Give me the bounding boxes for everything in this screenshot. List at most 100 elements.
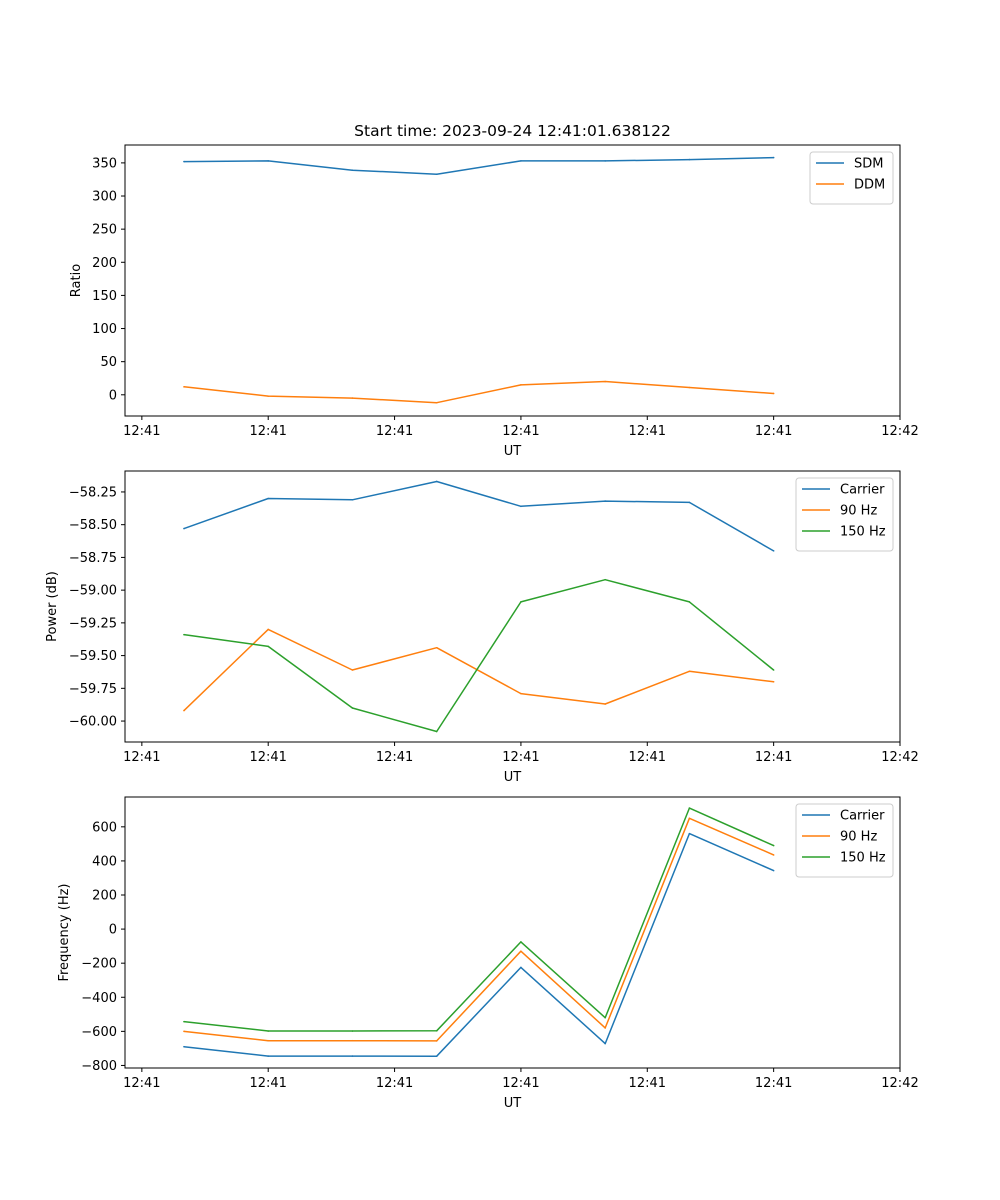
legend-label: SDM (854, 157, 883, 172)
data-point-150-hz (183, 633, 185, 636)
x-tick-label: 12:41 (249, 1076, 286, 1091)
x-tick-label: 12:41 (629, 750, 666, 765)
data-point-90-hz (688, 670, 691, 673)
data-point-90-hz (520, 950, 522, 953)
data-point-150-hz (520, 941, 522, 943)
legend-label: Carrier (840, 483, 885, 498)
y-tick-label: 0 (109, 388, 117, 403)
data-point-ddm (604, 380, 606, 383)
y-tick-label: −400 (81, 991, 117, 1006)
x-axis-label: UT (504, 770, 522, 785)
data-point-sdm (351, 169, 354, 171)
y-tick-label: 50 (100, 355, 117, 370)
data-point-carrier (772, 550, 775, 552)
x-tick-label: 12:41 (755, 750, 792, 765)
series-line-carrier (183, 832, 774, 1057)
y-tick-label: 0 (109, 923, 117, 938)
x-tick-label: 12:41 (249, 750, 286, 765)
y-tick-label: −58.75 (69, 551, 117, 566)
data-point-sdm (520, 160, 522, 162)
data-point-carrier (604, 1042, 606, 1045)
legend-label: 150 Hz (840, 525, 886, 540)
chart-title: Start time: 2023-09-24 12:41:01.638122 (354, 122, 671, 140)
legend (795, 803, 894, 878)
data-point-carrier (267, 1055, 270, 1057)
data-point-90-hz (604, 1027, 606, 1029)
data-point-150-hz (604, 578, 606, 581)
y-tick-label: 100 (92, 322, 117, 337)
data-point-90-hz (183, 709, 185, 712)
x-tick-label: 12:42 (881, 750, 918, 765)
y-axis-label: Frequency (Hz) (57, 883, 72, 981)
y-tick-label: 200 (92, 889, 117, 904)
data-point-150-hz (351, 1030, 354, 1032)
x-tick-label: 12:41 (502, 424, 539, 439)
y-tick-label: −59.00 (69, 584, 117, 599)
data-point-90-hz (267, 1039, 270, 1042)
y-tick-label: −600 (81, 1025, 117, 1040)
x-tick-label: 12:41 (123, 750, 160, 765)
data-point-sdm (688, 158, 691, 161)
chart-panel-2: 12:41 12:41 12:41 12:41 12:41 12:41 12:42 −60.0… (45, 470, 919, 785)
x-tick-label: 12:42 (881, 1076, 918, 1091)
y-tick-label: 400 (92, 854, 117, 869)
data-point-sdm (267, 160, 270, 162)
data-point-carrier (183, 527, 185, 530)
data-point-carrier (520, 505, 522, 508)
data-point-sdm (604, 160, 606, 162)
series-line-carrier (183, 480, 774, 552)
data-point-90-hz (351, 1039, 354, 1042)
series-line-ddm (183, 380, 774, 404)
data-point-90-hz (435, 1040, 438, 1042)
data-point-150-hz (183, 1020, 185, 1023)
series-line-90-hz (183, 628, 774, 712)
x-axis-label: UT (504, 444, 522, 459)
y-tick-label: 600 (92, 820, 117, 835)
x-tick-label: 12:41 (629, 424, 666, 439)
y-axis-label: Ratio (69, 264, 84, 297)
data-point-150-hz (688, 807, 691, 809)
data-point-90-hz (772, 854, 775, 856)
legend-label: DDM (854, 178, 885, 193)
data-point-90-hz (435, 646, 438, 649)
y-tick-label: −59.50 (69, 649, 117, 664)
x-axis-label: UT (504, 1096, 522, 1111)
series-line-150-hz (183, 578, 775, 733)
data-point-90-hz (772, 680, 775, 683)
data-point-carrier (520, 966, 522, 969)
data-point-carrier (351, 499, 354, 501)
y-tick-label: 350 (92, 156, 117, 171)
chart-panel-1: 12:41 12:41 12:41 12:41 12:41 12:41 12:42 0 50 10… (69, 122, 919, 459)
y-tick-label: −60.00 (69, 715, 117, 730)
data-point-sdm (772, 156, 775, 159)
legend-label: 90 Hz (840, 830, 877, 845)
data-point-90-hz (267, 628, 270, 631)
data-point-ddm (435, 401, 438, 404)
y-tick-label: −59.25 (69, 616, 117, 631)
plot-area (124, 144, 901, 417)
y-tick-label: 150 (92, 289, 117, 304)
y-axis-label: Power (dB) (45, 571, 60, 642)
data-point-carrier (435, 1055, 438, 1058)
data-point-carrier (772, 869, 775, 872)
data-point-90-hz (351, 669, 354, 671)
data-point-carrier (267, 497, 270, 500)
data-point-ddm (520, 384, 522, 386)
legend-label: 150 Hz (840, 851, 886, 866)
y-tick-label: 250 (92, 223, 117, 238)
legend-label: Carrier (840, 809, 885, 824)
data-point-ddm (772, 392, 775, 395)
legend (795, 477, 894, 552)
plot-area (124, 470, 901, 743)
data-point-carrier (183, 1045, 185, 1048)
x-tick-label: 12:41 (376, 1076, 413, 1091)
x-tick-label: 12:41 (502, 750, 539, 765)
x-tick-label: 12:41 (755, 1076, 792, 1091)
data-point-carrier (435, 480, 438, 483)
y-tick-label: −58.25 (69, 485, 117, 500)
data-point-90-hz (183, 1030, 185, 1033)
data-point-90-hz (604, 703, 606, 705)
x-tick-label: 12:41 (376, 750, 413, 765)
data-point-150-hz (772, 844, 775, 847)
series-line-90-hz (183, 817, 774, 1042)
